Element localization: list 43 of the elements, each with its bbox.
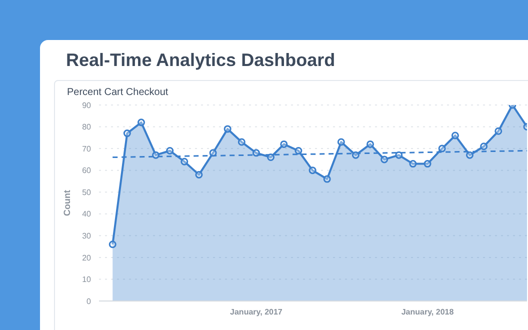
point <box>494 127 502 135</box>
point <box>466 151 474 159</box>
y-tick-label: 90 <box>82 100 92 110</box>
point <box>337 138 345 146</box>
point <box>123 130 131 138</box>
point <box>395 151 403 159</box>
y-tick-label: 80 <box>82 122 92 132</box>
point <box>294 146 302 154</box>
point <box>409 160 417 168</box>
point <box>267 154 275 162</box>
y-tick-label: 30 <box>82 232 92 241</box>
point <box>438 144 446 152</box>
point <box>451 132 459 140</box>
point <box>280 140 288 148</box>
point <box>480 142 488 150</box>
y-tick-label: 40 <box>82 210 92 219</box>
point <box>366 140 374 148</box>
point <box>238 138 246 146</box>
point <box>424 160 432 168</box>
chart-subtitle: Percent Cart Checkout <box>67 87 168 98</box>
y-tick-label: 50 <box>82 188 92 197</box>
point <box>152 151 160 159</box>
point <box>209 149 217 157</box>
y-tick-label: 10 <box>82 275 92 284</box>
point <box>323 175 331 183</box>
point <box>352 151 360 159</box>
y-tick-label: 0 <box>86 296 92 306</box>
point <box>195 170 203 178</box>
y-tick-label: 70 <box>82 144 92 154</box>
point <box>224 125 232 133</box>
y-tick-label: 20 <box>82 253 92 262</box>
y-axis-title: Count <box>62 190 72 216</box>
point <box>252 149 260 157</box>
x-tick-label: January, 2018 <box>401 308 454 317</box>
point <box>108 240 116 248</box>
chart-title: Real-Time Analytics Dashboard <box>66 50 336 71</box>
point <box>308 166 316 174</box>
point <box>137 118 145 126</box>
point <box>380 156 388 164</box>
x-tick-label: January, 2017 <box>230 308 283 317</box>
point <box>180 158 188 166</box>
y-tick-label: 60 <box>82 166 92 176</box>
point <box>166 146 174 154</box>
